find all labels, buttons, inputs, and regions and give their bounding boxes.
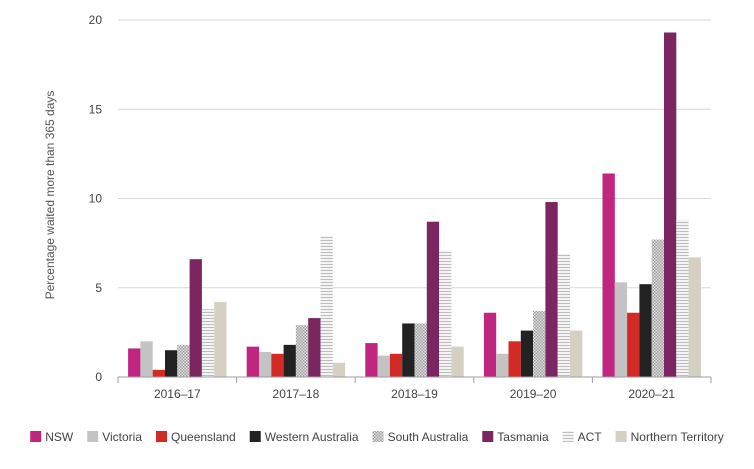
bar-south-australia bbox=[177, 344, 190, 377]
bar-western-australia bbox=[165, 350, 178, 377]
bar-south-australia bbox=[651, 239, 664, 377]
bar-tasmania bbox=[426, 221, 440, 377]
legend-item: Northern Territory bbox=[615, 430, 724, 444]
legend-label: Tasmania bbox=[497, 430, 549, 444]
legend-item: Western Australia bbox=[249, 430, 359, 444]
bar-act bbox=[439, 250, 452, 377]
y-tick-label: 5 bbox=[95, 281, 102, 295]
y-tick-label: 10 bbox=[89, 192, 103, 206]
legend-item: NSW bbox=[30, 430, 74, 444]
bar-nsw bbox=[365, 343, 378, 377]
bar-queensland bbox=[627, 312, 640, 377]
legend-label: NSW bbox=[45, 430, 74, 444]
bar-south-australia bbox=[414, 323, 427, 377]
legend-item: Queensland bbox=[156, 430, 236, 444]
legend-label: ACT bbox=[578, 430, 603, 444]
bar-queensland bbox=[271, 353, 284, 377]
y-tick-label: 15 bbox=[89, 102, 103, 116]
bar-act bbox=[557, 253, 570, 377]
x-tick-label: 2019–20 bbox=[510, 387, 557, 401]
legend: NSW Victoria Queensland Western Australia So… bbox=[30, 430, 724, 444]
legend-item: Victoria bbox=[87, 430, 142, 444]
bar-tasmania bbox=[664, 32, 677, 378]
bar-northern-territory bbox=[688, 257, 701, 377]
legend-label: Victoria bbox=[102, 430, 142, 444]
bars bbox=[128, 32, 701, 378]
bar-victoria bbox=[377, 355, 390, 377]
x-tick-label: 2020–21 bbox=[628, 387, 675, 401]
bar-nsw bbox=[483, 312, 497, 377]
legend-swatch bbox=[372, 431, 384, 442]
legend-swatch bbox=[562, 431, 574, 442]
bar-nsw bbox=[246, 346, 259, 377]
bar-western-australia bbox=[283, 344, 296, 377]
bar-northern-territory bbox=[214, 302, 227, 377]
bar-northern-territory bbox=[570, 330, 583, 377]
bar-south-australia bbox=[533, 310, 546, 377]
y-tick-label: 20 bbox=[89, 13, 103, 27]
axes: 0 5 10 15 20 2016–17 2017–18 2018–19 2019–20 2020… bbox=[89, 13, 712, 401]
gridlines bbox=[118, 19, 711, 289]
legend-label: Queensland bbox=[171, 430, 236, 444]
x-tick-label: 2016–17 bbox=[154, 387, 201, 401]
bar-act bbox=[676, 219, 689, 377]
bar-nsw bbox=[602, 173, 615, 377]
bar-victoria bbox=[140, 341, 153, 377]
bar-victoria bbox=[496, 353, 509, 377]
legend-label: Northern Territory bbox=[631, 430, 724, 444]
bar-nsw bbox=[128, 348, 141, 377]
bar-tasmania bbox=[189, 259, 202, 377]
legend-item: Tasmania bbox=[482, 430, 549, 444]
x-tick-label: 2018–19 bbox=[391, 387, 438, 401]
legend-label: Western Australia bbox=[265, 430, 359, 444]
bar-south-australia bbox=[295, 325, 309, 377]
bar-queensland bbox=[508, 341, 521, 377]
bar-northern-territory bbox=[332, 362, 346, 377]
bar-western-australia bbox=[402, 323, 415, 377]
bar-tasmania bbox=[545, 202, 558, 377]
bar-queensland bbox=[152, 369, 165, 377]
legend-swatch bbox=[87, 431, 99, 442]
legend-swatch bbox=[30, 431, 42, 442]
bar-western-australia bbox=[520, 330, 534, 377]
bar-act bbox=[201, 309, 215, 377]
legend-swatch bbox=[615, 431, 627, 442]
legend-item: ACT bbox=[562, 430, 603, 444]
y-axis-title: Percentage waited more than 365 days bbox=[43, 91, 57, 300]
legend-item: South Australia bbox=[372, 430, 469, 444]
legend-swatch bbox=[482, 431, 494, 442]
legend-swatch bbox=[156, 431, 168, 442]
bar-victoria bbox=[614, 282, 628, 377]
legend-label: South Australia bbox=[388, 430, 469, 444]
bar-western-australia bbox=[639, 284, 652, 377]
legend-swatch bbox=[249, 431, 261, 442]
bar-victoria bbox=[259, 352, 272, 377]
bar-act bbox=[320, 235, 333, 377]
bar-queensland bbox=[389, 353, 403, 377]
bar-tasmania bbox=[308, 318, 321, 377]
bar-northern-territory bbox=[451, 346, 464, 377]
y-tick-label: 0 bbox=[95, 370, 102, 384]
x-tick-label: 2017–18 bbox=[273, 387, 320, 401]
